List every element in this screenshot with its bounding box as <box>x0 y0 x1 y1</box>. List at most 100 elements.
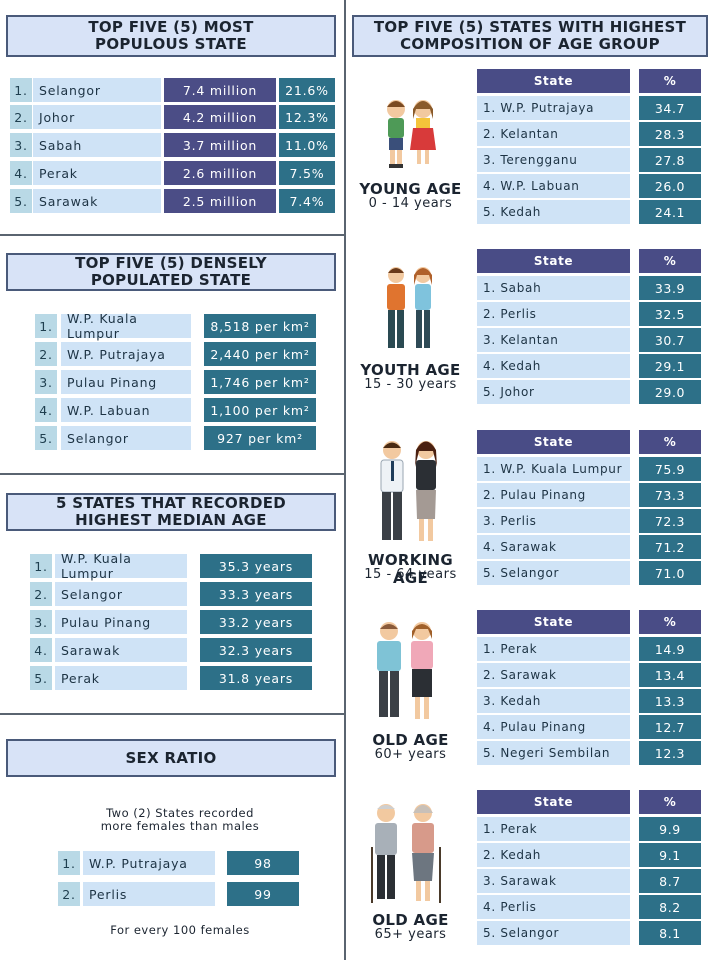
age-state-name: 3. Kedah <box>477 689 630 713</box>
age-percent-value: 12.7 <box>639 715 701 739</box>
rank-number: 2. <box>35 342 57 366</box>
section-divider <box>0 234 344 236</box>
age-state-name: 1. Sabah <box>477 276 630 300</box>
age-state-name: 2. Kedah <box>477 843 630 867</box>
sex-ratio-footer: For every 100 females <box>110 923 250 937</box>
section-divider <box>0 473 344 475</box>
age-percent-value: 26.0 <box>639 174 701 198</box>
rank-number: 3. <box>35 370 57 394</box>
age-percent-value: 27.8 <box>639 148 701 172</box>
age-state-name: 4. W.P. Labuan <box>477 174 630 198</box>
median-title: 5 STATES THAT RECORDED HIGHEST MEDIAN AG… <box>6 493 336 531</box>
density-value: 1,746 per km² <box>204 370 316 394</box>
dense-title-line1: TOP FIVE (5) DENSELY <box>75 254 267 272</box>
populous-title: TOP FIVE (5) MOST POPULOUS STATE <box>6 15 336 57</box>
population-value: 2.6 million <box>164 161 276 185</box>
sex-ratio-title: SEX RATIO <box>6 739 336 777</box>
state-name: W.P. Kuala Lumpur <box>61 311 191 341</box>
age-percent-value: 28.3 <box>639 122 701 146</box>
age-percent-value: 24.1 <box>639 200 701 224</box>
median-age-value: 32.3 years <box>200 638 312 662</box>
age-state-name: 2. Pulau Pinang <box>477 483 630 507</box>
column-header-state: State <box>477 69 630 93</box>
age-state-name: 4. Kedah <box>477 354 630 378</box>
age-percent-value: 8.2 <box>639 895 701 919</box>
sex-ratio-note: Two (2) States recorded more females tha… <box>60 807 300 833</box>
column-header-percent: % <box>639 249 701 273</box>
sex-ratio-value: 99 <box>227 882 299 906</box>
age-state-name: 3. Terengganu <box>477 148 630 172</box>
age-state-name: 1. Perak <box>477 637 630 661</box>
column-header-percent: % <box>639 430 701 454</box>
state-name: W.P. Labuan <box>61 398 191 422</box>
rank-number: 1. <box>58 851 80 875</box>
column-header-state: State <box>477 610 630 634</box>
dense-title: TOP FIVE (5) DENSELY POPULATED STATE <box>6 253 336 291</box>
age-group-range: 0 - 14 years <box>368 196 453 211</box>
sex-ratio-value: 98 <box>227 851 299 875</box>
population-percent: 7.4% <box>279 189 335 213</box>
age-percent-value: 30.7 <box>639 328 701 352</box>
age-title-line2: COMPOSITION OF AGE GROUP <box>400 35 660 53</box>
age-group-label: WORKING AGE <box>367 551 454 587</box>
median-title-line1: 5 STATES THAT RECORDED <box>55 494 287 512</box>
rank-number: 2. <box>58 882 80 906</box>
state-name: Sabah <box>33 133 161 157</box>
age-group-label: OLD AGE <box>372 731 449 749</box>
age-percent-value: 71.2 <box>639 535 701 559</box>
age-state-name: 2. Sarawak <box>477 663 630 687</box>
state-name: W.P. Putrajaya <box>83 851 215 875</box>
rank-number: 3. <box>30 610 52 634</box>
section-divider <box>0 713 344 715</box>
age-state-name: 1. W.P. Kuala Lumpur <box>477 457 630 481</box>
age-state-name: 1. Perak <box>477 817 630 841</box>
sex-ratio-note-line1: Two (2) States recorded <box>106 806 254 820</box>
state-name: Pulau Pinang <box>61 370 191 394</box>
median-age-value: 35.3 years <box>200 554 312 578</box>
state-name: Perak <box>55 666 187 690</box>
age-percent-value: 34.7 <box>639 96 701 120</box>
older-adults-icon <box>377 622 433 719</box>
median-title-line2: HIGHEST MEDIAN AGE <box>75 511 267 529</box>
rank-number: 1. <box>10 78 32 102</box>
age-state-name: 5. Selangor <box>477 561 630 585</box>
column-header-state: State <box>477 430 630 454</box>
age-state-name: 2. Kelantan <box>477 122 630 146</box>
rank-number: 4. <box>30 638 52 662</box>
density-value: 1,100 per km² <box>204 398 316 422</box>
age-group-title: TOP FIVE (5) STATES WITH HIGHEST COMPOSI… <box>352 15 708 57</box>
age-percent-value: 71.0 <box>639 561 701 585</box>
age-group-label: YOUTH AGE <box>360 361 461 379</box>
age-state-name: 4. Sarawak <box>477 535 630 559</box>
age-title-line1: TOP FIVE (5) STATES WITH HIGHEST <box>373 18 687 36</box>
age-state-name: 5. Selangor <box>477 921 630 945</box>
vertical-divider <box>344 0 346 960</box>
working-adults-icon <box>380 441 437 541</box>
age-group-range: 65+ years <box>374 927 447 942</box>
median-age-value: 33.2 years <box>200 610 312 634</box>
rank-number: 1. <box>30 554 52 578</box>
population-percent: 21.6% <box>279 78 335 102</box>
state-name: Perlis <box>83 882 215 906</box>
youth-icon <box>387 267 432 348</box>
age-percent-value: 13.3 <box>639 689 701 713</box>
rank-number: 2. <box>30 582 52 606</box>
rank-number: 4. <box>35 398 57 422</box>
rank-number: 1. <box>35 314 57 338</box>
state-name: W.P. Kuala Lumpur <box>55 551 187 581</box>
column-header-state: State <box>477 249 630 273</box>
age-state-name: 3. Kelantan <box>477 328 630 352</box>
age-percent-value: 73.3 <box>639 483 701 507</box>
state-name: Sarawak <box>33 189 161 213</box>
age-percent-value: 14.9 <box>639 637 701 661</box>
column-header-state: State <box>477 790 630 814</box>
rank-number: 5. <box>30 666 52 690</box>
density-value: 8,518 per km² <box>204 314 316 338</box>
population-value: 4.2 million <box>164 105 276 129</box>
age-percent-value: 72.3 <box>639 509 701 533</box>
age-group-label: OLD AGE <box>372 911 449 929</box>
populous-title-line1: TOP FIVE (5) MOST <box>88 18 254 36</box>
state-name: Pulau Pinang <box>55 610 187 634</box>
rank-number: 5. <box>35 426 57 450</box>
age-group-range: 15 - 30 years <box>364 377 457 392</box>
